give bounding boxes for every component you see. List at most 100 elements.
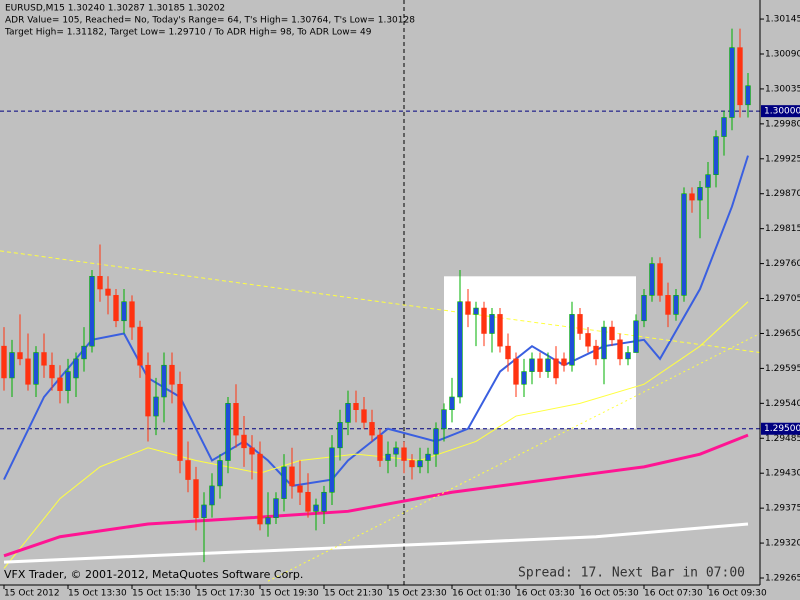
- header-line: Target High= 1.31182, Target Low= 1.2971…: [4, 28, 372, 38]
- candle-body: [513, 358, 519, 385]
- x-tick-label: 15 Oct 23:30: [388, 589, 447, 599]
- candle-body: [153, 396, 159, 417]
- moving-average: [3, 301, 749, 569]
- candle-body: [57, 377, 63, 391]
- zone: [444, 276, 636, 429]
- candle-body: [425, 453, 431, 461]
- candle-body: [265, 517, 271, 525]
- y-tick-label: 1.29595: [765, 364, 800, 374]
- candle-body: [697, 187, 703, 201]
- candle-body: [401, 447, 407, 461]
- candle-body: [417, 460, 423, 468]
- candle-body: [441, 409, 447, 430]
- candle-body: [353, 403, 359, 410]
- y-tick-label: 1.30090: [765, 49, 800, 59]
- candle-body: [121, 301, 127, 322]
- x-tick-label: 16 Oct 09:30: [708, 589, 767, 599]
- candle-body: [369, 422, 375, 436]
- level-label: 1.30000: [764, 107, 800, 117]
- candle-body: [689, 193, 695, 201]
- candle-body: [561, 358, 567, 366]
- y-tick-label: 1.29430: [765, 469, 800, 479]
- candle-body: [201, 504, 207, 518]
- footer: VFX Trader, © 2001-2012, MetaQuotes Soft…: [4, 568, 303, 581]
- candle-body: [313, 504, 319, 512]
- candle-body: [665, 295, 671, 315]
- candle-body: [185, 460, 191, 480]
- candle-body: [49, 364, 55, 379]
- candle-body: [161, 364, 167, 398]
- x-tick-label: 16 Oct 01:30: [452, 589, 511, 599]
- candle-body: [545, 358, 551, 372]
- candle-body: [81, 345, 87, 360]
- candle-body: [529, 358, 535, 372]
- y-tick-label: 1.29485: [765, 434, 800, 444]
- x-tick-label: 15 Oct 13:30: [68, 589, 127, 599]
- marks-layer: [1, 28, 751, 563]
- y-tick-label: 1.30035: [765, 84, 800, 94]
- candle-body: [105, 288, 111, 296]
- candle-body: [209, 485, 215, 506]
- x-tick-label: 15 Oct 21:30: [324, 589, 383, 599]
- level-label-bg: [761, 422, 800, 435]
- y-tick-label: 1.29375: [765, 504, 800, 514]
- y-tick-label: 1.29650: [765, 329, 800, 339]
- candle-body: [17, 352, 23, 360]
- level-label-bg: [761, 105, 800, 118]
- x-tick-label: 16 Oct 07:30: [644, 589, 703, 599]
- candle-body: [705, 174, 711, 188]
- candle-body: [489, 314, 495, 334]
- x-tick-label: 15 Oct 17:30: [196, 589, 255, 599]
- candle-body: [617, 339, 623, 360]
- candle-body: [657, 263, 663, 296]
- candle-body: [625, 352, 631, 360]
- candle-body: [521, 371, 527, 385]
- candle-body: [745, 85, 751, 106]
- candle-body: [409, 460, 415, 468]
- y-tick-label: 1.29925: [765, 154, 800, 164]
- candle-body: [89, 276, 95, 347]
- candle-body: [113, 295, 119, 322]
- y-tick-label: 1.29540: [765, 399, 800, 409]
- candle-body: [569, 314, 575, 366]
- y-tick-label: 1.29265: [765, 574, 800, 584]
- moving-average: [3, 522, 749, 564]
- x-tick-label: 16 Oct 03:30: [516, 589, 575, 599]
- candle-body: [609, 326, 615, 341]
- candle-body: [633, 320, 639, 353]
- candle-body: [681, 193, 687, 296]
- moving-average: [3, 155, 749, 487]
- candle-body: [593, 345, 599, 360]
- candle-body: [553, 358, 559, 379]
- candle-body: [225, 403, 231, 461]
- candle-body: [537, 358, 543, 372]
- candle-body: [169, 364, 175, 385]
- candle-body: [481, 307, 487, 334]
- candle-body: [385, 453, 391, 461]
- candle-body: [145, 364, 151, 417]
- candle-body: [713, 136, 719, 175]
- candle-body: [473, 307, 479, 315]
- candle-body: [65, 371, 71, 391]
- candle-body: [193, 479, 199, 518]
- candle-body: [729, 47, 735, 118]
- candle-body: [305, 491, 311, 512]
- candle-body: [289, 466, 295, 487]
- candle-body: [449, 396, 455, 410]
- x-tick-label: 15 Oct 19:30: [260, 589, 319, 599]
- y-tick-label: 1.30145: [765, 15, 800, 25]
- status: Spread: 17. Next Bar in 07:00: [518, 566, 745, 581]
- candle-body: [465, 301, 471, 315]
- candle-body: [457, 301, 463, 398]
- candle-body: [41, 352, 47, 366]
- x-tick-label: 15 Oct 15:30: [132, 589, 191, 599]
- candle-body: [1, 345, 7, 379]
- candle-body: [337, 422, 343, 449]
- candle-body: [393, 447, 399, 455]
- x-tick-label: 16 Oct 05:30: [580, 589, 639, 599]
- candle-body: [297, 485, 303, 493]
- candle-body: [649, 263, 655, 296]
